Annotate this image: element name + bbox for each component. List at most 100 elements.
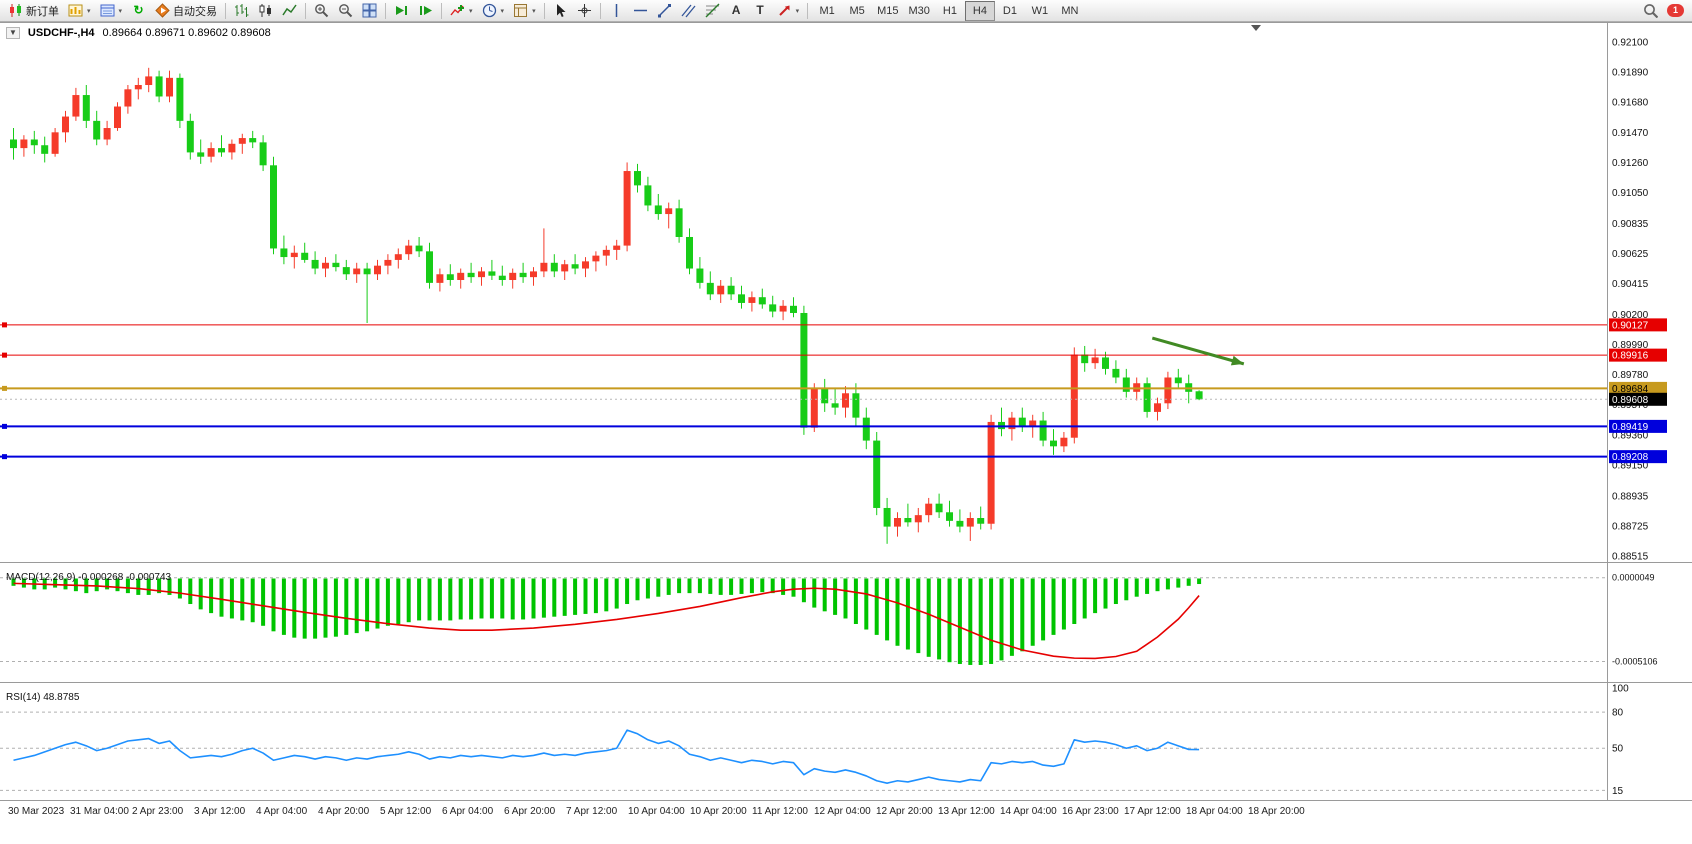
- notifications-button[interactable]: 1: [1663, 0, 1688, 22]
- time-label: 10 Apr 20:00: [690, 806, 747, 817]
- macd-bar: [177, 578, 182, 599]
- candlestick-button[interactable]: [254, 0, 277, 22]
- fibonacci-button[interactable]: [701, 0, 724, 22]
- candle-body: [738, 294, 745, 303]
- candlestick-icon: [258, 3, 273, 18]
- channel-button[interactable]: [677, 0, 700, 22]
- toolbar-separator: [807, 2, 809, 19]
- candle-body: [467, 272, 475, 278]
- macd-bar: [1041, 578, 1046, 641]
- new-chart-button[interactable]: ▾: [64, 0, 95, 22]
- price-tick-label: 0.89780: [1612, 370, 1649, 381]
- periods-button[interactable]: ▾: [478, 0, 509, 22]
- chart-shift-marker[interactable]: [1251, 25, 1261, 31]
- chart-shift-icon: [418, 3, 433, 18]
- macd-bar: [874, 578, 879, 635]
- candle-body: [821, 388, 829, 404]
- line-anchor[interactable]: [2, 385, 7, 391]
- macd-bar: [1155, 578, 1160, 592]
- macd-bar: [385, 578, 390, 626]
- label-button[interactable]: T: [749, 0, 772, 22]
- candle-body: [488, 271, 496, 276]
- macd-bar: [1103, 578, 1108, 609]
- time-label: 14 Apr 04:00: [1000, 806, 1057, 817]
- time-label: 12 Apr 04:00: [814, 806, 871, 817]
- text-button[interactable]: A: [725, 0, 748, 22]
- macd-bar: [261, 578, 266, 626]
- candle-body: [186, 120, 194, 153]
- macd-bar: [105, 578, 110, 590]
- profiles-button[interactable]: ▾: [96, 0, 127, 22]
- macd-bar: [1009, 578, 1014, 656]
- candle-body: [592, 255, 600, 262]
- autotrading-button[interactable]: 自动交易: [151, 0, 221, 22]
- new-order-button[interactable]: 新订单: [4, 0, 63, 22]
- line-chart-button[interactable]: [278, 0, 301, 22]
- candle-body: [1018, 417, 1026, 427]
- bar-chart-button[interactable]: [230, 0, 253, 22]
- timeframe-button-w1[interactable]: W1: [1031, 4, 1049, 17]
- tile-windows-button[interactable]: [358, 0, 381, 22]
- timeframe-button-m1[interactable]: M1: [819, 4, 835, 17]
- macd-bar: [333, 578, 338, 637]
- candle-body: [155, 76, 163, 97]
- timeframe-button-mn[interactable]: MN: [1061, 4, 1079, 17]
- auto-scroll-button[interactable]: [390, 0, 413, 22]
- timeframe-button-h1[interactable]: H1: [942, 4, 957, 17]
- templates-button[interactable]: ▾: [509, 0, 540, 22]
- macd-bar: [604, 578, 609, 612]
- arrows-button[interactable]: ▾: [773, 0, 804, 22]
- time-label: 31 Mar 04:00: [70, 806, 129, 817]
- timeframe-button-m15[interactable]: M15: [877, 4, 899, 17]
- macd-bar: [739, 578, 744, 594]
- line-anchor[interactable]: [2, 352, 7, 358]
- macd-bar: [822, 578, 827, 612]
- chevron-down-icon: ▾: [795, 7, 800, 15]
- vertical-line-button[interactable]: [605, 0, 628, 22]
- trend-arrow-head[interactable]: [1230, 355, 1244, 366]
- candle-body: [301, 252, 309, 260]
- candle-body: [1029, 420, 1037, 427]
- time-label: 17 Apr 12:00: [1124, 806, 1181, 817]
- chevron-down-icon: ▾: [500, 7, 505, 15]
- candle-body: [800, 312, 808, 428]
- refresh-button[interactable]: ↻: [127, 0, 150, 22]
- macd-bar: [240, 578, 245, 621]
- candle-body: [363, 268, 371, 275]
- macd-bar: [531, 578, 536, 619]
- zoom-in-button[interactable]: [310, 0, 333, 22]
- cursor-button[interactable]: [549, 0, 572, 22]
- crosshair-button[interactable]: [573, 0, 596, 22]
- timeframe-button-m5[interactable]: M5: [849, 4, 865, 17]
- notification-badge: 1: [1667, 4, 1684, 17]
- macd-bar: [1124, 578, 1129, 601]
- zoom-out-button[interactable]: [334, 0, 357, 22]
- line-anchor[interactable]: [2, 454, 7, 460]
- one-click-trading-toggle[interactable]: ▼: [6, 27, 20, 39]
- chart-shift-button[interactable]: [414, 0, 437, 22]
- macd-axis-label: -0.0005106: [1612, 656, 1658, 666]
- time-label: 10 Apr 04:00: [628, 806, 685, 817]
- candle-body: [478, 271, 485, 278]
- macd-bar: [1051, 578, 1056, 635]
- macd-bar: [500, 578, 505, 619]
- macd-bar: [292, 578, 297, 638]
- price-label-0.89684-text: 0.89684: [1612, 384, 1649, 395]
- candle-body: [218, 148, 225, 153]
- search-button[interactable]: [1639, 0, 1662, 22]
- trend-arrow[interactable]: [1151, 336, 1245, 366]
- chart-plot-area[interactable]: [0, 22, 1692, 844]
- macd-bar: [749, 578, 754, 594]
- chart-symbol-period: USDCHF-,H4: [27, 27, 95, 39]
- timeframe-button-d1[interactable]: D1: [1002, 4, 1017, 17]
- indicators-button[interactable]: ▾: [446, 0, 477, 22]
- toolbar-separator: [599, 2, 601, 19]
- line-anchor[interactable]: [2, 322, 7, 328]
- timeframe-button-h4[interactable]: H4: [964, 0, 995, 21]
- macd-bar: [1134, 578, 1139, 597]
- line-anchor[interactable]: [2, 423, 7, 429]
- horizontal-line-button[interactable]: [629, 0, 652, 22]
- timeframe-button-m30[interactable]: M30: [908, 4, 930, 17]
- trendline-button[interactable]: [653, 0, 676, 22]
